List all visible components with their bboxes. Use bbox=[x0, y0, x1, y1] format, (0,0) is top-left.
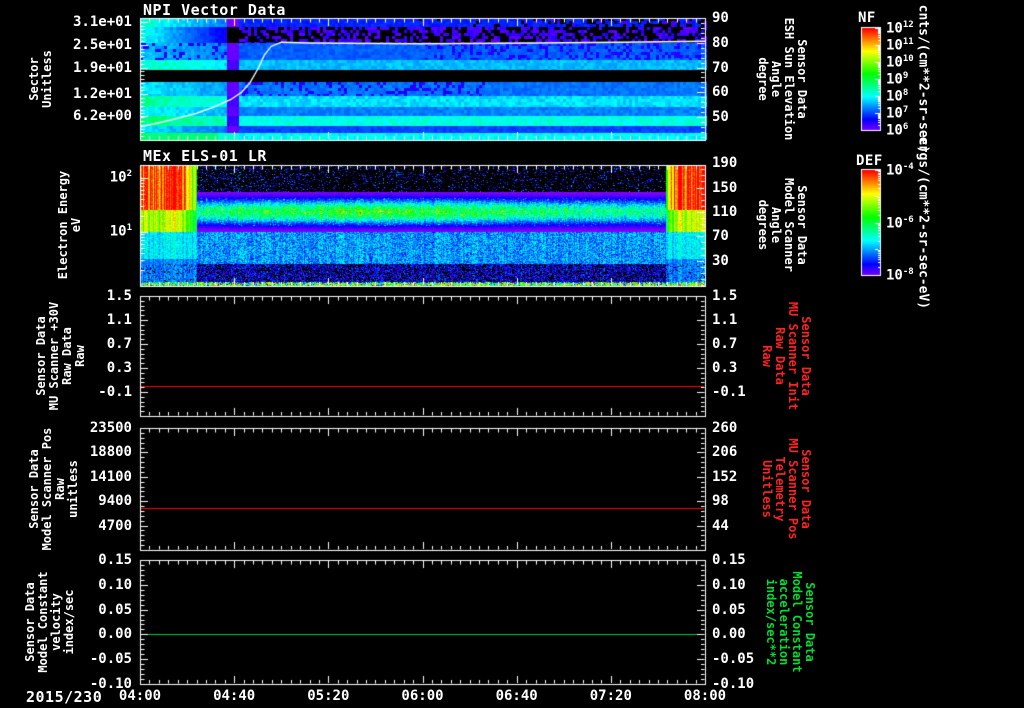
p1-ytick-label: 1.2e+01 bbox=[72, 86, 132, 103]
p4-ytick-label: 4700 bbox=[98, 517, 132, 534]
p1-ytick-label: 6.2e+00 bbox=[72, 108, 132, 125]
panel1-title: NPI Vector Data bbox=[143, 1, 286, 19]
p4-ytick-label: 23500 bbox=[89, 420, 132, 436]
nf-colorbar-tick-label: 108 bbox=[886, 88, 909, 105]
axis-label-line: Model Scanner bbox=[782, 178, 796, 272]
p5-right-tick-label: 0.05 bbox=[712, 601, 746, 618]
axis-label-line: Sensor Data bbox=[799, 449, 813, 529]
p3-ytick-label: 1.1 bbox=[106, 312, 132, 328]
p2-right-tick-label: 150 bbox=[712, 179, 738, 196]
p1-ytick-label: 1.9e+01 bbox=[72, 59, 132, 76]
nf-colorbar-tick-label: 107 bbox=[886, 105, 909, 122]
p5-right-tick-label: 0.00 bbox=[712, 626, 746, 643]
p1-right-tick-label: 70 bbox=[712, 59, 729, 76]
colorbar-def-title: DEF bbox=[856, 153, 883, 169]
axis-label-line: Unitless bbox=[760, 460, 774, 518]
p2-right-tick-label: 110 bbox=[712, 203, 738, 220]
p3-ytick-label: 0.3 bbox=[106, 360, 132, 376]
p1-right-tick-label: 90 bbox=[712, 10, 729, 26]
axis-label-line: Sensor Data bbox=[803, 582, 817, 662]
p1-right-tick-label: 60 bbox=[712, 84, 729, 101]
axis-label-line: Angle bbox=[769, 60, 783, 98]
p3-right-tick-label: 1.5 bbox=[712, 288, 738, 304]
p3-ytick-label: 1.5 bbox=[106, 288, 132, 304]
p4-right-tick-label: 44 bbox=[712, 517, 729, 534]
axis-label-line: Raw bbox=[760, 345, 774, 367]
axis-label-line: degree bbox=[756, 57, 770, 101]
p3-ytick-label: -0.1 bbox=[98, 384, 132, 400]
axis-label-line: acceleration bbox=[777, 578, 791, 666]
axis-label-line: MU Scanner Pos bbox=[786, 438, 800, 540]
p4-right-tick-label: 98 bbox=[712, 493, 729, 510]
p3-right-tick-label: -0.1 bbox=[712, 384, 746, 400]
p2-ytick-label: 102 bbox=[109, 168, 132, 186]
def-colorbar-tick-label: 10-6 bbox=[886, 214, 914, 232]
x-tick-label: 05:20 bbox=[307, 688, 350, 704]
p1-ytick-label: 3.1e+01 bbox=[72, 13, 132, 30]
p3-ytick-label: 0.7 bbox=[106, 336, 132, 352]
p4-right-tick-label: 260 bbox=[712, 420, 738, 436]
axis-label-line: degrees bbox=[756, 199, 770, 251]
p4-right-tick-label: 206 bbox=[712, 444, 738, 461]
p4-ytick-label: 14100 bbox=[89, 468, 132, 485]
p5-ytick-label: 0.05 bbox=[98, 601, 132, 618]
axis-label-line: Telemetry bbox=[773, 456, 787, 522]
p1-ytick-label: 2.5e+01 bbox=[72, 36, 132, 53]
nf-colorbar-tick-label: 109 bbox=[886, 71, 909, 88]
nf-colorbar-tick-label: 1010 bbox=[886, 54, 914, 71]
x-tick-label: 06:40 bbox=[495, 688, 538, 704]
axis-label-line: ESH Sun Elevation bbox=[782, 17, 796, 141]
def-colorbar-tick-label: 10-8 bbox=[886, 267, 914, 284]
p5-right-tick-label: -0.05 bbox=[712, 651, 755, 668]
axis-label-line: Sensor Data bbox=[795, 185, 809, 265]
panel2-title: MEx ELS-01 LR bbox=[143, 147, 267, 165]
axis-label-line: Angle bbox=[769, 206, 783, 244]
x-tick-label: 07:20 bbox=[589, 688, 632, 704]
p1-right-tick-label: 80 bbox=[712, 34, 729, 51]
p5-right-tick-label: 0.15 bbox=[712, 552, 746, 568]
p2-right-tick-label: 70 bbox=[712, 228, 729, 245]
p5-right-tick-label: 0.10 bbox=[712, 576, 746, 593]
colorbar-nf-title: NF bbox=[858, 10, 876, 26]
nf-colorbar-tick-label: 1011 bbox=[886, 37, 914, 54]
x-tick-label: 04:40 bbox=[213, 688, 256, 704]
x-tick-label: 06:00 bbox=[401, 688, 444, 704]
p3-right-tick-label: 0.7 bbox=[712, 336, 738, 352]
p2-right-tick-label: 190 bbox=[712, 155, 738, 172]
p1-right-tick-label: 50 bbox=[712, 109, 729, 125]
axis-label-line: MU Scanner Init bbox=[786, 301, 800, 411]
p4-right-tick-label: 152 bbox=[712, 468, 738, 485]
p5-ytick-label: -0.10 bbox=[89, 676, 132, 692]
p3-right-tick-label: 1.1 bbox=[712, 312, 738, 328]
axis-label-line: Sensor Data bbox=[795, 39, 809, 119]
axis-label-line: Sensor Data bbox=[799, 316, 813, 396]
p4-ytick-label: 18800 bbox=[89, 444, 132, 461]
nf-colorbar-tick-label: 106 bbox=[886, 122, 909, 139]
def-colorbar-tick-label: 10-4 bbox=[886, 162, 914, 179]
axis-label-line: index/sec**2 bbox=[764, 578, 778, 666]
x-tick-label: 08:00 bbox=[683, 688, 727, 704]
p5-ytick-label: 0.10 bbox=[98, 576, 132, 593]
p3-right-tick-label: 0.3 bbox=[712, 360, 738, 376]
p5-ytick-label: 0.00 bbox=[98, 626, 132, 643]
axis-label-line: Raw Data bbox=[773, 327, 787, 385]
p5-right-tick-label: -0.10 bbox=[712, 676, 755, 692]
nf-colorbar-tick-label: 1012 bbox=[886, 20, 914, 37]
p2-ytick-label: 101 bbox=[109, 222, 132, 240]
date-label: 2015/230 bbox=[26, 688, 103, 706]
axis-label-line: Model Constant bbox=[790, 571, 804, 673]
p2-right-tick-label: 30 bbox=[712, 252, 729, 269]
x-tick-label: 04:00 bbox=[118, 688, 162, 704]
p5-ytick-label: 0.15 bbox=[98, 552, 132, 568]
p4-ytick-label: 9400 bbox=[98, 493, 132, 510]
p5-ytick-label: -0.05 bbox=[89, 651, 132, 668]
